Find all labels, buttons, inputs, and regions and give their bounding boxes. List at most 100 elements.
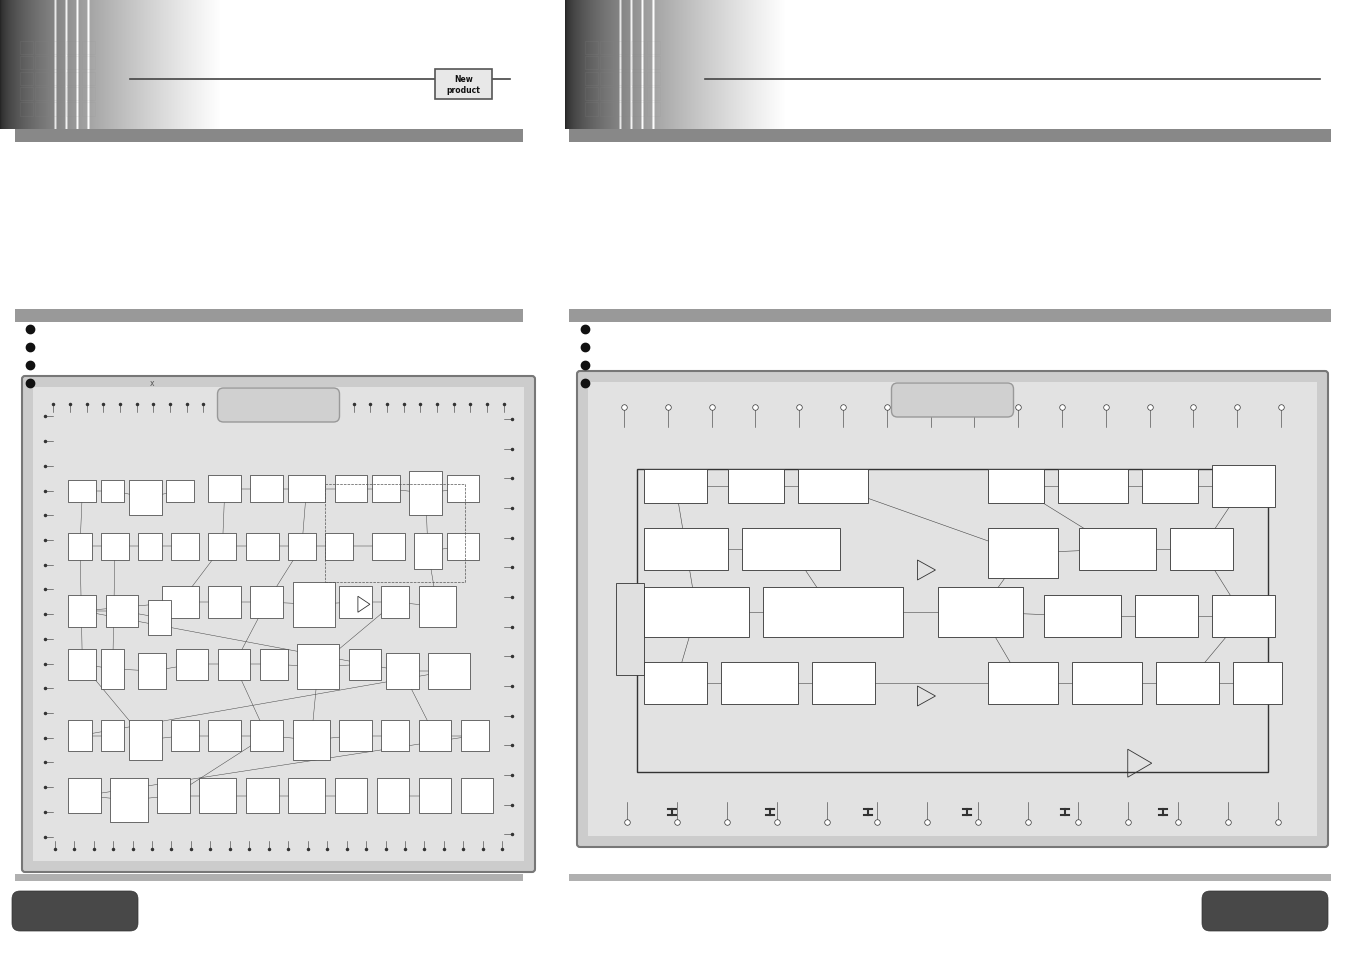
Bar	[66, 72, 80, 86]
Bar	[101, 480, 124, 502]
Bar	[460, 720, 489, 751]
Bar	[66, 103, 80, 116]
Bar	[1135, 596, 1197, 638]
Bar	[1212, 465, 1274, 507]
Bar	[447, 534, 479, 560]
Bar	[101, 534, 130, 560]
Bar	[208, 587, 242, 618]
Bar	[251, 720, 284, 751]
Bar	[647, 57, 660, 71]
Bar	[988, 662, 1057, 704]
Bar	[568, 874, 1331, 882]
Bar	[162, 587, 198, 618]
Bar	[632, 42, 644, 55]
Bar	[616, 103, 629, 116]
FancyBboxPatch shape	[435, 70, 491, 100]
Bar	[51, 57, 63, 71]
Bar	[51, 103, 63, 116]
Bar	[208, 476, 242, 502]
Bar	[288, 476, 325, 502]
Bar	[1156, 662, 1219, 704]
Bar	[20, 88, 34, 101]
Bar	[139, 534, 162, 560]
Bar	[35, 88, 49, 101]
FancyBboxPatch shape	[12, 891, 138, 931]
Bar	[381, 720, 409, 751]
FancyBboxPatch shape	[22, 376, 535, 872]
Bar	[198, 778, 236, 814]
Bar	[988, 529, 1057, 578]
Bar	[585, 88, 598, 101]
Bar	[51, 42, 63, 55]
Bar	[460, 778, 493, 814]
Bar	[81, 57, 95, 71]
Bar	[293, 720, 329, 760]
Bar	[157, 778, 190, 814]
Bar	[81, 103, 95, 116]
FancyBboxPatch shape	[576, 372, 1328, 847]
Bar	[171, 534, 198, 560]
Bar	[101, 720, 124, 751]
FancyBboxPatch shape	[217, 389, 339, 422]
Bar	[208, 720, 242, 751]
Bar	[66, 42, 80, 55]
Bar	[15, 310, 522, 323]
Bar	[246, 534, 278, 560]
Bar	[589, 382, 1318, 836]
Bar	[585, 103, 598, 116]
Bar	[81, 72, 95, 86]
Bar	[251, 476, 284, 502]
Bar	[409, 471, 441, 516]
Bar	[35, 42, 49, 55]
Bar	[1072, 662, 1142, 704]
Bar	[297, 644, 339, 689]
Bar	[381, 587, 409, 618]
Bar	[1170, 529, 1233, 571]
Bar	[632, 57, 644, 71]
Bar	[259, 649, 288, 680]
Bar	[51, 72, 63, 86]
Bar	[644, 470, 707, 503]
Bar	[171, 720, 198, 751]
Bar	[335, 778, 367, 814]
Bar	[32, 388, 524, 862]
Bar	[743, 529, 840, 571]
Bar	[101, 649, 124, 689]
Bar	[377, 778, 409, 814]
Bar	[288, 534, 316, 560]
Bar	[66, 57, 80, 71]
Bar	[69, 649, 96, 680]
Bar	[585, 57, 598, 71]
Bar	[601, 103, 613, 116]
Bar	[763, 587, 903, 638]
Bar	[721, 662, 798, 704]
Bar	[616, 57, 629, 71]
Bar	[69, 720, 92, 751]
Bar	[568, 310, 1331, 323]
Bar	[616, 583, 644, 676]
Bar	[66, 88, 80, 101]
Text: x: x	[150, 379, 154, 388]
Bar	[1057, 470, 1127, 503]
Bar	[798, 470, 868, 503]
Bar	[246, 778, 278, 814]
Bar	[1212, 596, 1274, 638]
Bar	[418, 778, 451, 814]
Bar	[632, 88, 644, 101]
Bar	[69, 480, 96, 502]
Bar	[644, 587, 749, 638]
Text: New
product: New product	[447, 75, 481, 95]
Bar	[632, 103, 644, 116]
Bar	[105, 596, 139, 627]
Bar	[644, 662, 707, 704]
Bar	[348, 649, 381, 680]
Bar	[339, 587, 371, 618]
Bar	[1233, 662, 1282, 704]
Bar	[632, 72, 644, 86]
Bar	[81, 88, 95, 101]
Bar	[176, 649, 208, 680]
Bar	[371, 476, 400, 502]
Bar	[1142, 470, 1197, 503]
Bar	[647, 42, 660, 55]
Bar	[325, 484, 466, 582]
